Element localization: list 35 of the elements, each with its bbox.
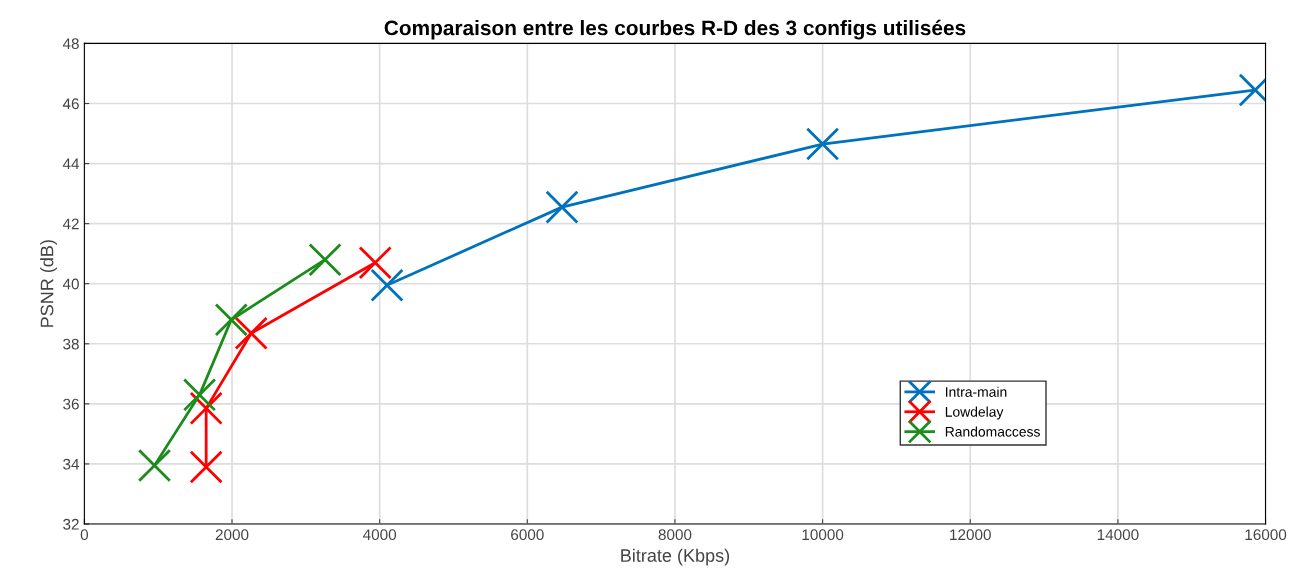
point [358,246,392,280]
point [370,268,404,302]
x-axis-title: Bitrate (Kbps) [621,548,730,566]
x-tick-label: 10000 [802,529,844,541]
point [189,391,223,426]
point [189,450,223,484]
y-axis-title: PSNR (dB) [40,240,57,327]
point [308,243,342,277]
chart-title: Comparaison entre les courbes R-D des 3 configs utilisées [384,19,966,40]
point [214,303,248,337]
point [182,378,217,412]
y-tick-label: 32 [63,518,79,530]
y-tick-label: 46 [62,98,79,110]
x-tick-label: 2000 [215,529,249,541]
y-tick-label: 42 [62,218,79,230]
point [545,190,579,224]
y-tick-label: 36 [63,398,79,410]
x-tick-label: 8000 [658,529,692,541]
x-tick-label: 12000 [950,529,991,541]
legend-label: Randomaccess [945,426,1040,437]
y-tick-label: 38 [63,338,79,350]
legend-label: Intra-main [946,386,1007,397]
x-tick-label: 6000 [511,529,544,541]
y-tick-label: 48 [62,38,79,50]
point [137,448,172,483]
point [805,127,840,161]
x-tick-label: 0 [80,529,89,541]
x-tick-label: 16000 [1245,529,1287,541]
x-tick-label: 14000 [1097,529,1139,541]
x-tick-label: 4000 [363,529,397,541]
y-tick-label: 44 [62,158,80,170]
y-tick-label: 34 [63,458,80,470]
y-tick-label: 40 [62,278,79,290]
point [234,316,268,350]
legend-label: Lowdelay [945,406,1004,420]
